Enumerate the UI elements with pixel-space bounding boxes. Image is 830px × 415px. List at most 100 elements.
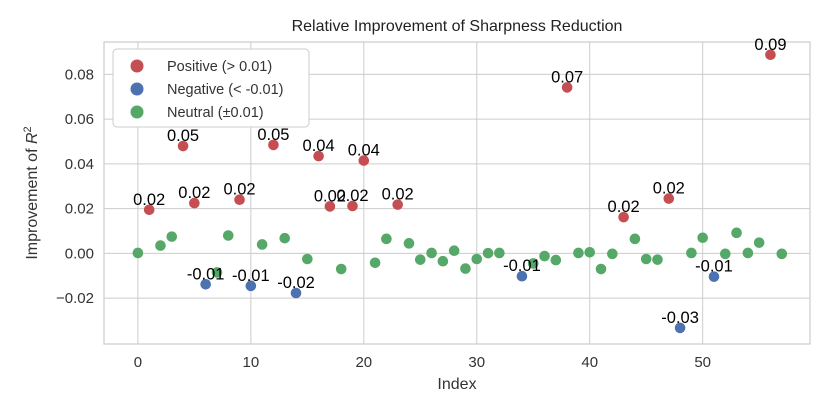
positive-point (324, 201, 336, 212)
point-value-label: 0.02 (653, 180, 685, 198)
neutral-point (776, 248, 788, 260)
positive-point (561, 82, 573, 93)
negative-point (516, 270, 528, 282)
legend-label-negative: Negative (< -0.01) (167, 82, 283, 98)
data-points (132, 49, 788, 334)
neutral-point (403, 238, 415, 249)
neutral-point (335, 263, 347, 275)
negative-point (245, 280, 257, 292)
point-value-label: 0.02 (223, 181, 255, 199)
neutral-point (155, 240, 166, 251)
neutral-point (437, 255, 449, 267)
legend-box (112, 48, 310, 128)
positive-point (143, 204, 155, 216)
neutral-point (697, 232, 708, 244)
neutral-point (527, 258, 539, 269)
point-value-label: -0.01 (503, 257, 541, 275)
positive-point (765, 49, 776, 61)
neutral-point (584, 246, 596, 258)
positive-point (268, 139, 279, 151)
positive-point (177, 140, 189, 152)
positive-point (392, 199, 403, 210)
negative-point (200, 278, 211, 290)
neutral-point (652, 254, 663, 265)
neutral-point (629, 233, 641, 245)
point-value-label: 0.02 (178, 184, 210, 202)
neutral-point (166, 231, 178, 242)
positive-point (663, 193, 675, 204)
point-value-label: 0.02 (382, 186, 414, 204)
y-tick-label: 0.00 (65, 245, 94, 262)
positive-point (358, 155, 370, 166)
neutral-point (471, 253, 483, 265)
point-value-label: -0.01 (695, 258, 733, 276)
point-value-label: -0.01 (232, 267, 270, 285)
neutral-point (539, 250, 550, 262)
legend-marker-neutral (130, 105, 144, 119)
x-tick-label: 50 (694, 354, 711, 371)
neutral-point (256, 239, 268, 250)
y-tick-label: 0.08 (65, 66, 94, 83)
x-tick-label: 40 (581, 354, 598, 371)
neutral-point (381, 233, 392, 245)
neutral-point (731, 227, 742, 239)
positive-point (234, 194, 245, 206)
neutral-point (742, 247, 754, 259)
point-value-label: 0.02 (314, 187, 346, 205)
neutral-point (414, 254, 426, 265)
tick-labels: 0 10 20 30 40 50 −0.02 0.00 0.02 0.04 0.06 0.08 (56, 66, 711, 371)
negative-point (674, 322, 686, 334)
legend: Positive (> 0.01) Negative (< -0.01) Neutr… (112, 48, 310, 128)
plot-frame (103, 41, 811, 345)
point-value-label: 0.09 (754, 36, 786, 54)
point-value-label: 0.05 (167, 127, 199, 145)
point-value-label: -0.03 (661, 309, 699, 327)
negative-point (708, 271, 720, 282)
positive-point (313, 150, 324, 162)
neutral-point (211, 267, 223, 278)
neutral-point (607, 248, 618, 260)
y-tick-label: 0.06 (65, 111, 94, 128)
neutral-point (550, 254, 562, 266)
neutral-point (222, 230, 234, 241)
neutral-point (753, 237, 765, 248)
x-tick-label: 30 (468, 354, 485, 371)
point-value-label: 0.02 (336, 187, 368, 205)
legend-label-neutral: Neutral (±0.01) (167, 105, 264, 121)
y-axis-label: Improvement of R2 (22, 126, 41, 259)
x-tick-label: 10 (243, 354, 260, 371)
legend-marker-positive (130, 59, 144, 73)
neutral-point (482, 247, 494, 259)
point-value-label: 0.04 (348, 142, 380, 160)
point-value-label: 0.05 (257, 126, 289, 144)
chart-title: Relative Improvement of Sharpness Reduct… (292, 18, 623, 35)
point-value-label: 0.02 (608, 198, 640, 216)
neutral-point (686, 247, 697, 259)
positive-point (618, 211, 629, 223)
neutral-point (573, 247, 584, 259)
point-value-label: -0.01 (187, 265, 225, 283)
point-value-label: 0.02 (133, 191, 165, 209)
point-value-label: 0.07 (551, 68, 583, 86)
y-tick-label: −0.02 (56, 290, 94, 307)
negative-point (290, 287, 302, 299)
x-axis-label: Index (437, 376, 476, 393)
point-value-label: 0.04 (303, 137, 335, 155)
neutral-point (494, 247, 505, 259)
y-tick-label: 0.04 (65, 156, 94, 173)
legend-marker-negative (130, 82, 144, 96)
neutral-point (369, 257, 381, 269)
x-tick-label: 20 (355, 354, 372, 371)
neutral-point (132, 247, 144, 259)
y-tick-label: 0.02 (65, 201, 94, 218)
neutral-point (595, 263, 607, 275)
neutral-point (302, 253, 313, 265)
neutral-point (426, 247, 437, 259)
x-tick-label: 0 (134, 354, 142, 371)
neutral-point (719, 248, 731, 260)
legend-label-positive: Positive (> 0.01) (167, 59, 272, 75)
point-value-label: -0.02 (277, 274, 315, 292)
neutral-point (640, 253, 652, 265)
positive-point (347, 200, 358, 212)
